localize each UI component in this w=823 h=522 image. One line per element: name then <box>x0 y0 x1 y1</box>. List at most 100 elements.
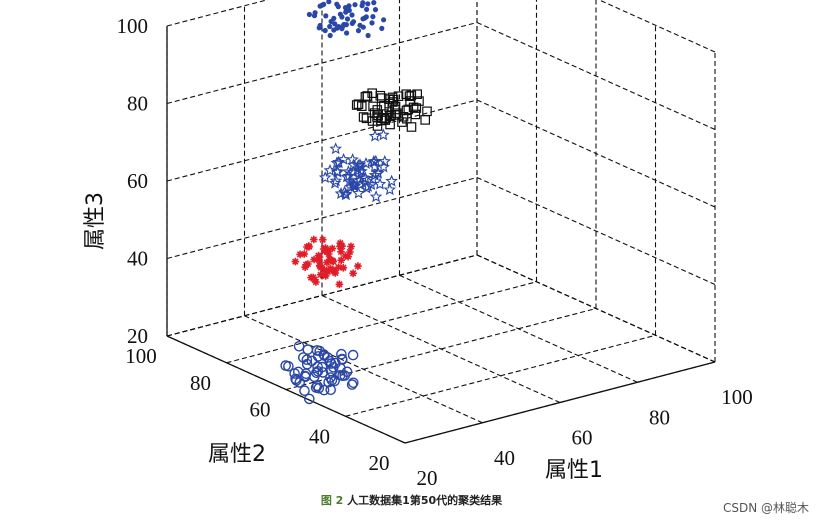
figure-number: 图 2 <box>320 494 344 507</box>
grid-line-yz-z-4 <box>597 0 716 53</box>
data-point-series-1 <box>312 361 323 373</box>
data-point-series-4 <box>393 91 404 101</box>
data-point-series-2 <box>328 244 337 253</box>
data-point-series-3 <box>377 128 390 141</box>
data-point-series-4 <box>357 101 367 111</box>
data-point-series-5 <box>322 27 328 34</box>
data-point-series-5 <box>360 0 366 6</box>
data-point-series-4 <box>367 88 377 98</box>
x-tick-label: 20 <box>417 466 438 490</box>
data-point-series-3 <box>343 174 356 187</box>
data-point-series-2 <box>320 266 329 274</box>
data-point-series-4 <box>384 94 394 104</box>
data-point-series-4 <box>398 111 409 122</box>
data-point-series-1 <box>336 348 347 360</box>
data-point-series-5 <box>323 13 329 19</box>
data-point-series-3 <box>351 161 364 174</box>
data-point-series-5 <box>316 25 322 31</box>
data-point-series-3 <box>330 156 344 169</box>
data-point-series-2 <box>354 262 362 270</box>
data-point-series-3 <box>359 156 373 169</box>
data-point-series-4 <box>360 91 371 102</box>
data-point-series-2 <box>300 250 309 258</box>
data-point-series-2 <box>319 245 328 253</box>
data-point-series-5 <box>355 28 362 34</box>
data-point-series-2 <box>318 235 327 244</box>
data-point-series-2 <box>302 261 310 269</box>
data-point-series-5 <box>381 17 387 23</box>
data-point-series-1 <box>323 376 334 388</box>
data-point-series-4 <box>405 96 415 106</box>
data-points <box>280 0 432 405</box>
data-point-series-5 <box>335 4 341 10</box>
data-point-series-1 <box>317 367 329 378</box>
data-point-series-2 <box>315 256 323 264</box>
data-point-series-3 <box>352 186 365 199</box>
grid-line-xz-z-2 <box>166 99 478 182</box>
data-point-series-5 <box>326 0 332 5</box>
data-point-series-2 <box>335 280 344 289</box>
data-point-series-2 <box>310 235 318 244</box>
z-tick-label: 20 <box>127 324 148 348</box>
data-point-series-4 <box>373 110 383 121</box>
data-point-series-4 <box>412 89 422 99</box>
data-point-series-5 <box>339 26 345 32</box>
y-tick-label: 80 <box>190 371 211 395</box>
data-point-series-1 <box>346 379 358 390</box>
grid-line-floor-y-2 <box>285 307 597 391</box>
data-point-series-1 <box>299 385 310 397</box>
data-point-series-5 <box>327 32 333 39</box>
data-point-series-1 <box>313 382 325 394</box>
data-point-series-3 <box>373 177 387 190</box>
axis-box <box>166 26 716 444</box>
grid-line-xz-z-3 <box>166 21 478 105</box>
data-point-series-5 <box>342 5 349 11</box>
grid-line-yz-z-1 <box>476 176 716 286</box>
data-point-series-1 <box>302 344 314 355</box>
data-point-series-1 <box>318 384 330 396</box>
caption-text: 人工数据集1第50代的聚类结果 <box>347 494 503 507</box>
data-point-series-3 <box>355 164 368 177</box>
data-point-series-2 <box>337 256 345 264</box>
data-point-series-2 <box>326 264 335 273</box>
data-point-series-4 <box>410 109 421 120</box>
data-point-series-3 <box>329 142 342 155</box>
data-point-series-3 <box>318 171 332 184</box>
data-point-series-2 <box>339 264 348 272</box>
data-point-series-4 <box>406 90 417 101</box>
data-point-series-5 <box>379 25 385 31</box>
x-tick-label: 40 <box>494 446 515 470</box>
data-point-series-2 <box>316 261 324 270</box>
data-point-series-2 <box>303 243 311 251</box>
data-point-series-1 <box>280 360 292 371</box>
data-point-series-3 <box>354 160 368 173</box>
data-point-series-3 <box>385 174 398 187</box>
data-point-series-5 <box>344 30 350 36</box>
data-point-series-3 <box>329 174 343 187</box>
data-point-series-1 <box>293 340 305 352</box>
data-point-series-5 <box>360 24 366 30</box>
data-point-series-2 <box>291 257 300 266</box>
data-point-series-5 <box>331 15 337 21</box>
data-point-series-5 <box>371 0 377 6</box>
data-point-series-4 <box>404 91 415 101</box>
grid-line-yz-z-2 <box>476 99 716 208</box>
data-point-series-3 <box>347 178 361 191</box>
data-point-series-5 <box>332 21 338 27</box>
data-point-series-4 <box>358 112 369 122</box>
data-point-series-2 <box>338 242 346 250</box>
data-point-series-2 <box>321 272 330 280</box>
data-point-series-4 <box>420 115 430 125</box>
z-axis-label: 属性3 <box>83 192 108 250</box>
data-point-series-3 <box>383 183 397 196</box>
data-point-series-5 <box>344 16 351 22</box>
data-point-series-5 <box>337 11 343 17</box>
data-point-series-5 <box>360 16 366 22</box>
data-point-series-5 <box>350 19 357 25</box>
data-point-series-4 <box>408 102 419 113</box>
data-point-series-1 <box>300 371 311 383</box>
data-point-series-3 <box>378 154 392 167</box>
data-point-series-5 <box>352 2 358 8</box>
